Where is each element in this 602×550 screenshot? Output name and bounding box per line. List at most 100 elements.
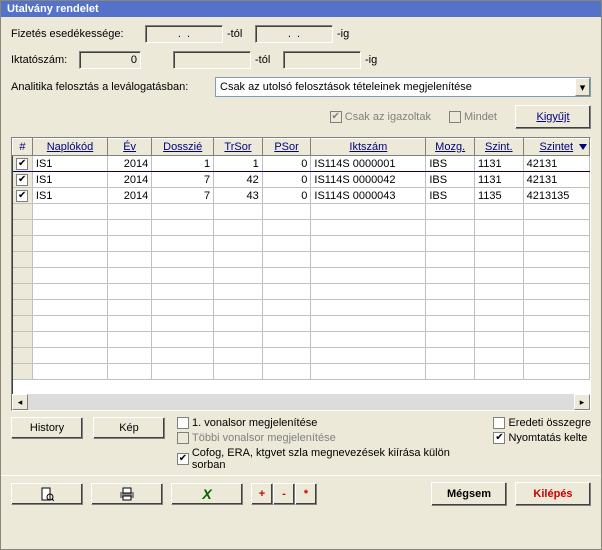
exit-button-label: Kilépés bbox=[533, 488, 572, 500]
checkbox-original-amount[interactable]: Eredeti összegre bbox=[493, 417, 591, 429]
table-row[interactable] bbox=[13, 220, 590, 236]
cancel-button[interactable]: Mégsem bbox=[431, 482, 507, 506]
table-row[interactable] bbox=[13, 364, 590, 380]
app-window: Utalvány rendelet Fizetés esedékessége: … bbox=[0, 0, 602, 550]
horizontal-scrollbar[interactable]: ◂ ▸ bbox=[12, 394, 590, 410]
printer-icon bbox=[119, 487, 135, 501]
pay-to-input[interactable] bbox=[255, 25, 333, 43]
cell-mozg: IBS bbox=[426, 188, 475, 204]
check-icon: ✔ bbox=[330, 111, 342, 123]
cell-mozg: IBS bbox=[426, 172, 475, 188]
cell-ev: 2014 bbox=[108, 172, 152, 188]
table-row[interactable] bbox=[13, 204, 590, 220]
regnum-to-input[interactable] bbox=[283, 51, 361, 69]
table-row[interactable] bbox=[13, 348, 590, 364]
minus-button[interactable]: - bbox=[273, 483, 295, 505]
regnum-input[interactable] bbox=[79, 51, 141, 69]
col-szintet[interactable]: Szintet bbox=[523, 139, 589, 156]
sort-desc-icon bbox=[579, 144, 587, 150]
table-row[interactable]: ✔IS12014110IS114S 0000001IBS113142131 bbox=[13, 156, 590, 172]
cell-szintet: 42131 bbox=[523, 172, 589, 188]
star-button[interactable]: * bbox=[295, 483, 317, 505]
cell-szint: 1131 bbox=[474, 156, 523, 172]
print-button[interactable] bbox=[91, 483, 163, 505]
minus-icon: - bbox=[282, 488, 286, 500]
check-icon: ✔ bbox=[177, 453, 189, 465]
col-ev[interactable]: Év bbox=[108, 139, 152, 156]
row-regnum: Iktatószám: -tól -ig bbox=[11, 51, 591, 69]
table-row[interactable] bbox=[13, 316, 590, 332]
regnum-to-suffix: -ig bbox=[365, 54, 377, 66]
cell-ev: 2014 bbox=[108, 156, 152, 172]
table-row[interactable] bbox=[13, 300, 590, 316]
table-row[interactable] bbox=[13, 268, 590, 284]
row-analytics: Analitika felosztás a leválogatásban: Cs… bbox=[11, 77, 591, 97]
row-payment-due: Fizetés esedékessége: -tól -ig bbox=[11, 25, 591, 43]
check-icon bbox=[177, 417, 189, 429]
analytics-label: Analitika felosztás a leválogatásban: bbox=[11, 81, 211, 93]
content-area: Fizetés esedékessége: -tól -ig Iktatószá… bbox=[1, 17, 601, 475]
col-iktszam[interactable]: Iktszám bbox=[311, 139, 426, 156]
col-trsor[interactable]: TrSor bbox=[214, 139, 263, 156]
table-row[interactable] bbox=[13, 284, 590, 300]
cell-szint: 1131 bbox=[474, 172, 523, 188]
options-row: History Kép 1. vonalsor megjelenítése Tö… bbox=[11, 417, 591, 471]
kep-button-label: Kép bbox=[119, 422, 139, 434]
checkbox-only-verified[interactable]: ✔ Csak az igazoltak bbox=[330, 111, 431, 123]
analytics-combo[interactable]: Csak az utolsó felosztások tételeinek me… bbox=[215, 77, 591, 97]
checkbox-all[interactable]: Mindet bbox=[449, 111, 497, 123]
row-check[interactable]: ✔ bbox=[13, 156, 33, 172]
only-verified-label: Csak az igazoltak bbox=[345, 111, 431, 123]
row-check[interactable]: ✔ bbox=[13, 172, 33, 188]
new-doc-button[interactable] bbox=[11, 483, 83, 505]
col-hash[interactable]: # bbox=[13, 139, 33, 156]
cell-szintet: 42131 bbox=[523, 156, 589, 172]
scroll-left-icon[interactable]: ◂ bbox=[12, 394, 28, 410]
exit-button[interactable]: Kilépés bbox=[515, 482, 591, 506]
check-icon: ✔ bbox=[16, 158, 28, 170]
grid-header-row: # Naplókód Év Dosszié TrSor PSor Iktszám… bbox=[13, 139, 590, 156]
cell-dosszie: 7 bbox=[152, 188, 214, 204]
scroll-right-icon[interactable]: ▸ bbox=[574, 394, 590, 410]
col-naplokod[interactable]: Naplókód bbox=[32, 139, 107, 156]
col-dosszie[interactable]: Dosszié bbox=[152, 139, 214, 156]
col-szint[interactable]: Szint. bbox=[474, 139, 523, 156]
cell-trsor: 1 bbox=[214, 156, 263, 172]
cell-trsor: 42 bbox=[214, 172, 263, 188]
chevron-down-icon: ▾ bbox=[575, 78, 590, 96]
gather-button[interactable]: Kigyűjt bbox=[515, 105, 591, 129]
cell-dosszie: 1 bbox=[152, 156, 214, 172]
kep-button[interactable]: Kép bbox=[93, 417, 165, 439]
excel-button[interactable]: X bbox=[171, 483, 243, 505]
history-button[interactable]: History bbox=[11, 417, 83, 439]
cell-trsor: 43 bbox=[214, 188, 263, 204]
row-check[interactable]: ✔ bbox=[13, 188, 33, 204]
cell-mozg: IBS bbox=[426, 156, 475, 172]
checkbox-print-date[interactable]: ✔Nyomtatás kelte bbox=[493, 432, 591, 444]
scroll-track[interactable] bbox=[28, 394, 574, 410]
pay-from-input[interactable] bbox=[145, 25, 223, 43]
checkbox-cofog[interactable]: ✔Cofog, ERA, ktgvet szla megnevezések ki… bbox=[177, 447, 481, 471]
col-psor[interactable]: PSor bbox=[262, 139, 311, 156]
checkbox-other-lines[interactable]: Többi vonalsor megjelenítése bbox=[177, 432, 481, 444]
titlebar: Utalvány rendelet bbox=[1, 1, 601, 17]
cell-naplokod: IS1 bbox=[32, 156, 107, 172]
regnum-from-input[interactable] bbox=[173, 51, 251, 69]
plus-button[interactable]: + bbox=[251, 483, 273, 505]
cell-szintet: 4213135 bbox=[523, 188, 589, 204]
table-row[interactable] bbox=[13, 252, 590, 268]
cell-psor: 0 bbox=[262, 188, 311, 204]
all-label: Mindet bbox=[464, 111, 497, 123]
data-grid[interactable]: # Naplókód Év Dosszié TrSor PSor Iktszám… bbox=[11, 137, 591, 411]
toolbar: X + - * Mégsem Kilépés bbox=[1, 475, 601, 512]
col-mozg[interactable]: Mozg. bbox=[426, 139, 475, 156]
table-row[interactable] bbox=[13, 332, 590, 348]
table-row[interactable] bbox=[13, 236, 590, 252]
table-row[interactable]: ✔IS120147420IS114S 0000042IBS113142131 bbox=[13, 172, 590, 188]
checkbox-line1[interactable]: 1. vonalsor megjelenítése bbox=[177, 417, 481, 429]
payment-due-label: Fizetés esedékessége: bbox=[11, 28, 141, 40]
check-icon: ✔ bbox=[16, 174, 28, 186]
table-row[interactable]: ✔IS120147430IS114S 0000043IBS11354213135 bbox=[13, 188, 590, 204]
pay-from-suffix: -tól bbox=[227, 28, 251, 40]
plus-icon: + bbox=[259, 488, 265, 500]
